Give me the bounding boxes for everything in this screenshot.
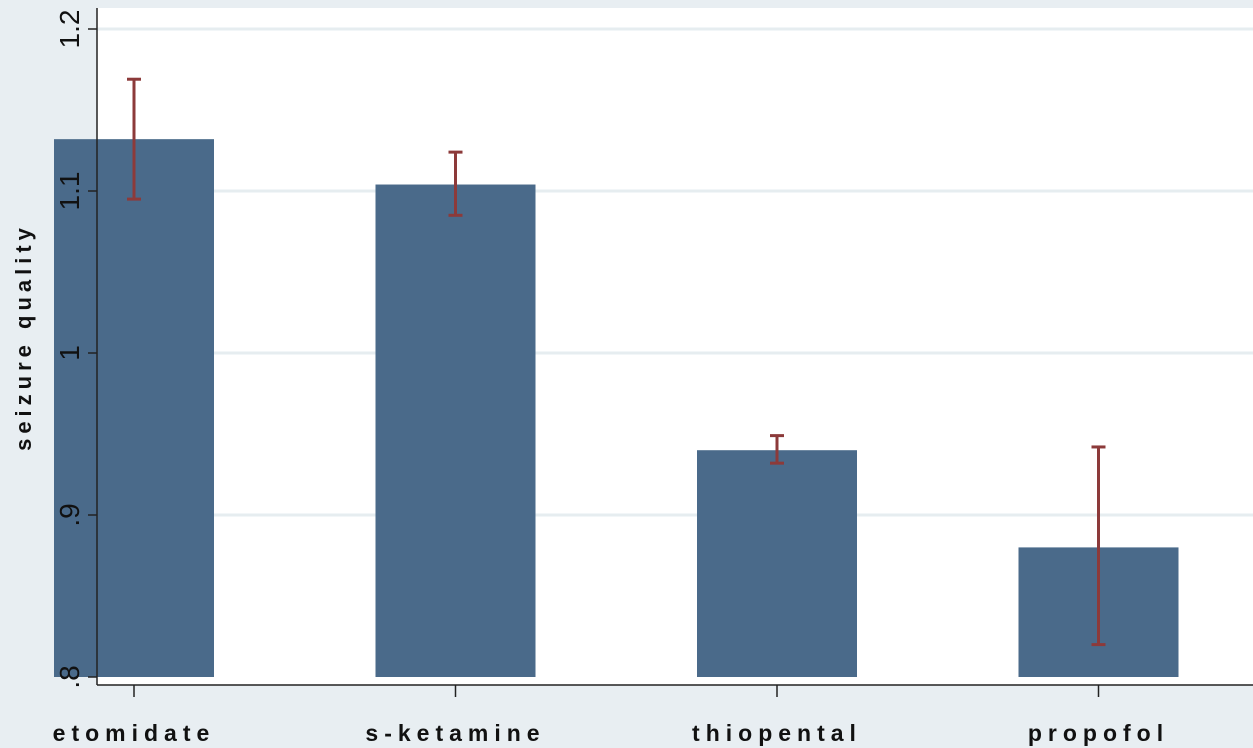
x-axis-ticks: etomidate s-ketamine thiopental propofol bbox=[53, 685, 1169, 746]
error-bars bbox=[127, 77, 1106, 647]
y-tick-label: 1.1 bbox=[54, 172, 85, 211]
error-bar bbox=[448, 150, 463, 217]
x-tick-label: propofol bbox=[1028, 720, 1169, 746]
bar-etomidate bbox=[54, 139, 214, 677]
error-bar bbox=[127, 77, 141, 201]
y-tick-label: 1 bbox=[54, 345, 85, 361]
y-axis-ticks: .8 .9 1 1.1 1.2 bbox=[54, 10, 97, 689]
x-tick-label: thiopental bbox=[692, 720, 862, 746]
x-tick-label: s-ketamine bbox=[365, 720, 545, 746]
y-tick-label: 1.2 bbox=[54, 10, 85, 49]
y-tick-label: .8 bbox=[54, 665, 85, 688]
bar-thiopental bbox=[697, 450, 857, 677]
x-tick-label: etomidate bbox=[53, 720, 216, 746]
bars bbox=[54, 139, 1179, 677]
error-bar bbox=[1091, 445, 1106, 647]
y-axis-title: seizure quality bbox=[11, 223, 36, 451]
y-tick-label: .9 bbox=[54, 503, 85, 526]
bar-s-ketamine bbox=[375, 184, 536, 677]
grid-lines bbox=[97, 27, 1253, 517]
error-bar bbox=[770, 434, 784, 465]
